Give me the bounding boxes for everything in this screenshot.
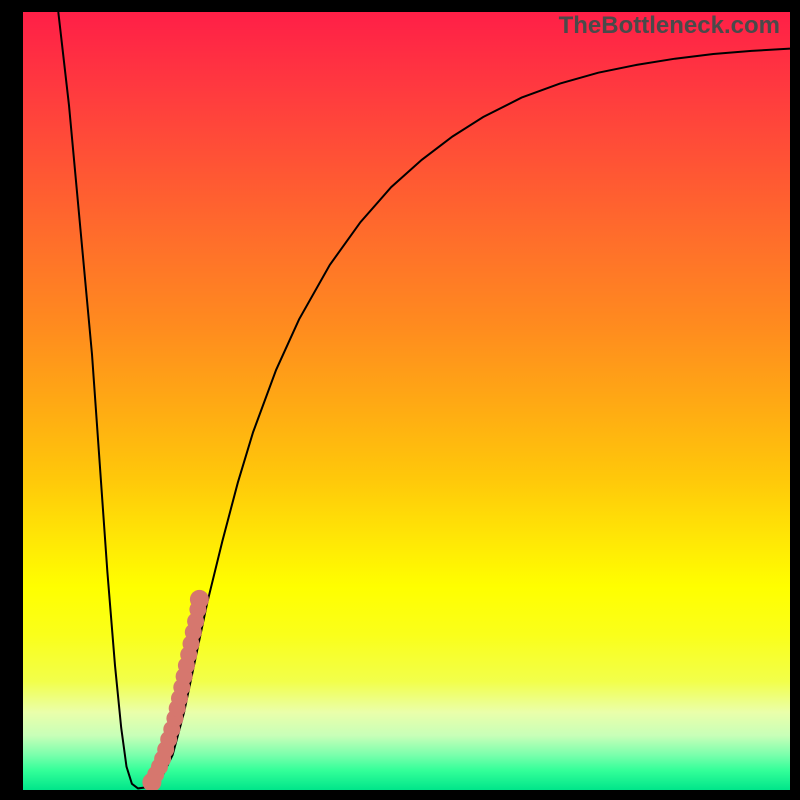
curve-layer <box>23 12 790 790</box>
chart-container: TheBottleneck.com <box>23 12 790 790</box>
marker-series <box>142 590 209 790</box>
bottleneck-curve <box>58 12 790 788</box>
marker-dot <box>190 590 209 609</box>
